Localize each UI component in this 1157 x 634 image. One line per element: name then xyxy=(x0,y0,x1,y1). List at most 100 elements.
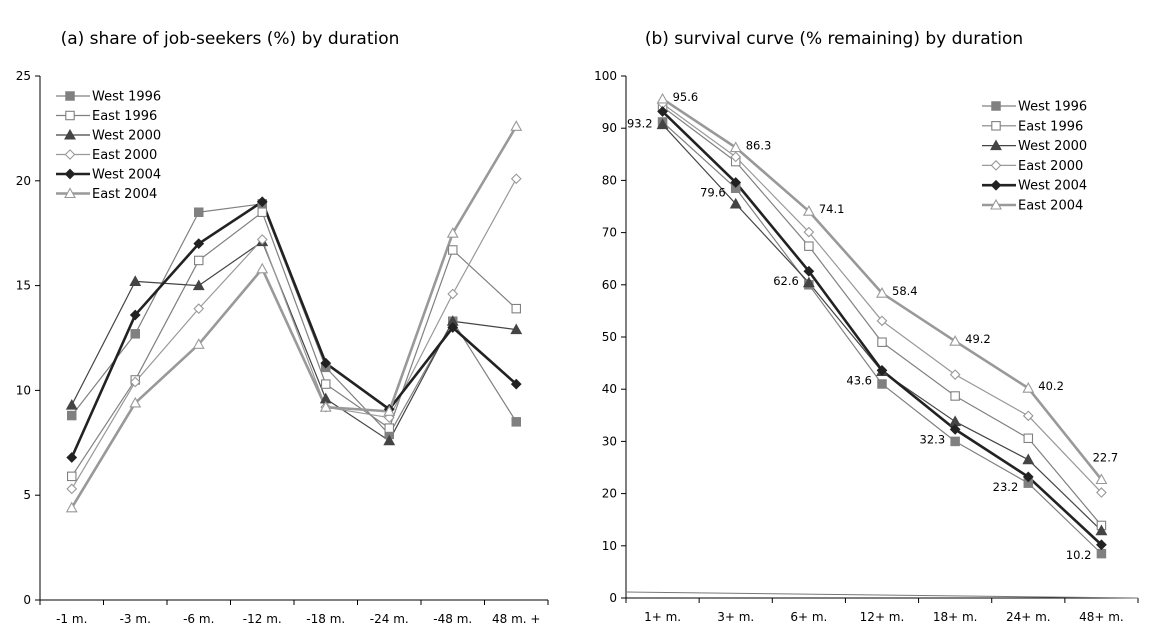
chart-b-survival-curve: (b) survival curve (% remaining) by dura… xyxy=(594,29,1139,624)
chart-b-legend-label: West 2000 xyxy=(1018,139,1087,154)
chart-b-x-tick-label: 12+ m. xyxy=(860,610,905,624)
chart-b-x-tick-label: 48+ m. xyxy=(1079,610,1124,624)
chart-a-point-east-2000 xyxy=(66,483,78,495)
chart-a-legend: West 1996 East 1996 West 2000 East 2000 West… xyxy=(56,90,161,202)
chart-a-legend-marker xyxy=(65,110,75,121)
chart-b-point-east-2004 xyxy=(729,141,742,153)
chart-a-point-west-2004 xyxy=(320,357,332,369)
chart-b-point-west-2000 xyxy=(1095,524,1108,536)
chart-b-legend-label: West 2004 xyxy=(1018,179,1087,194)
chart-b-data-label: 79.6 xyxy=(700,185,726,199)
chart-b-data-label: 93.2 xyxy=(627,116,653,130)
chart-b-point-west-2004 xyxy=(876,365,888,376)
chart-a-series-line-east-2004 xyxy=(70,125,518,509)
chart-a-legend-marker xyxy=(65,91,75,101)
chart-b-legend-label: East 2004 xyxy=(1018,199,1083,214)
chart-b-y-tick-label: 10 xyxy=(602,539,617,553)
chart-b-point-east-2000 xyxy=(949,369,961,380)
chart-b-point-west-2004 xyxy=(730,177,742,188)
chart-b-point-east-2000 xyxy=(876,315,888,327)
chart-a-point-east-2000 xyxy=(256,234,268,245)
chart-a-point-west-2004 xyxy=(510,378,522,390)
chart-a-x-tick-label: -1 m. xyxy=(56,612,87,626)
chart-b-point-west-2004 xyxy=(1096,539,1107,551)
chart-b-x-tick-label: 1+ m. xyxy=(644,610,681,624)
chart-b-point-east-1996 xyxy=(877,337,887,347)
chart-a-legend-label: West 1996 xyxy=(92,90,161,105)
chart-b-point-west-2000 xyxy=(729,197,742,209)
chart-b-title: (b) survival curve (% remaining) by dura… xyxy=(645,29,1023,49)
chart-a-point-west-2004 xyxy=(193,238,205,250)
chart-a-point-east-2004 xyxy=(129,396,142,408)
chart-b-legend-label: East 2000 xyxy=(1018,159,1083,174)
chart-b-data-label: 95.6 xyxy=(673,90,699,104)
chart-b-y-tick-label: 90 xyxy=(602,121,617,135)
chart-b-point-east-2004 xyxy=(656,92,669,104)
chart-b-legend-label: East 1996 xyxy=(1018,119,1083,134)
chart-b-legend-marker xyxy=(990,139,1002,151)
chart-a-y-tick-label: 10 xyxy=(16,383,31,397)
chart-a-point-east-1996 xyxy=(67,471,77,482)
chart-b-point-west-2004 xyxy=(657,106,668,117)
chart-b-x-tick-label: 18+ m. xyxy=(933,610,978,624)
chart-b-point-west-2000 xyxy=(656,118,669,130)
chart-a-point-west-2000 xyxy=(192,279,205,291)
chart-a-series-line-east-1996 xyxy=(71,211,517,477)
chart-a-point-east-2000 xyxy=(129,376,141,388)
chart-a-x-tick-label: 48 m. + xyxy=(492,612,540,626)
chart-b-x-tick-label: 24+ m. xyxy=(1006,610,1051,624)
chart-a-point-east-1996 xyxy=(384,423,394,433)
chart-b-data-label: 40.2 xyxy=(1038,379,1064,393)
chart-b-y-tick-label: 0 xyxy=(609,591,617,605)
chart-b-data-label: 10.2 xyxy=(1066,548,1092,562)
chart-a-x-tick-label: -3 m. xyxy=(120,612,151,626)
chart-b-x-tick-label: 6+ m. xyxy=(790,610,827,624)
chart-a-legend-marker xyxy=(64,149,76,160)
chart-b-y-tick-label: 20 xyxy=(602,487,617,501)
chart-b-legend-marker xyxy=(990,179,1002,191)
chart-b-point-east-1996 xyxy=(1023,433,1034,444)
chart-a-x-tick-label: -18 m. xyxy=(306,612,345,626)
chart-a-point-east-1996 xyxy=(257,207,267,217)
chart-b-point-west-1996 xyxy=(1096,548,1107,559)
chart-a-point-west-2000 xyxy=(510,323,523,335)
chart-a-y-tick-label: 25 xyxy=(16,69,31,83)
chart-b-point-west-2004 xyxy=(1022,471,1034,483)
chart-a-x-tick-label: -48 m. xyxy=(433,612,472,626)
chart-a-x-tick-label: -6 m. xyxy=(183,612,214,626)
chart-a-y-tick-label: 20 xyxy=(16,174,31,188)
chart-a-point-west-2000 xyxy=(383,434,396,446)
chart-a-point-east-2004 xyxy=(383,405,396,416)
chart-b-point-east-2004 xyxy=(949,335,962,346)
chart-b-point-east-2000 xyxy=(803,226,815,238)
chart-a-point-east-2000 xyxy=(447,288,459,300)
chart-a-legend-marker xyxy=(64,128,76,140)
chart-a-point-east-2004 xyxy=(65,501,78,513)
chart-a-series-line-east-2000 xyxy=(71,178,517,490)
chart-a-legend-marker xyxy=(64,168,76,180)
chart-a-point-east-2000 xyxy=(510,173,522,185)
chart-b-y-tick-label: 70 xyxy=(602,226,617,240)
chart-a-legend-label: West 2004 xyxy=(92,168,161,183)
chart-b-y-tick-label: 50 xyxy=(602,330,617,344)
chart-b-point-west-1996 xyxy=(950,436,960,447)
chart-a-point-east-2004 xyxy=(510,120,523,131)
chart-b-point-east-2000 xyxy=(1022,410,1034,422)
chart-a-y-tick-label: 15 xyxy=(16,279,31,293)
chart-a-title: (a) share of job-seekers (%) by duration xyxy=(61,29,400,49)
chart-b-point-east-2004 xyxy=(876,287,888,298)
chart-b-legend: West 1996 East 1996 West 2000 East 2000 West… xyxy=(982,100,1087,214)
chart-a-point-west-1996 xyxy=(194,207,204,217)
chart-b-legend-marker xyxy=(990,198,1002,210)
chart-a-point-west-2000 xyxy=(129,275,142,286)
chart-a-legend-label: East 2004 xyxy=(92,187,157,202)
chart-a-point-east-1996 xyxy=(320,379,331,389)
chart-b-point-east-2004 xyxy=(802,205,815,216)
chart-a-point-west-2004 xyxy=(256,196,268,208)
chart-b-point-west-2000 xyxy=(802,276,815,288)
chart-a-point-west-2004 xyxy=(66,452,78,463)
chart-b-point-west-1996 xyxy=(877,379,887,389)
chart-b-legend-marker xyxy=(991,101,1001,111)
chart-a-point-west-1996 xyxy=(67,410,77,421)
chart-b-point-west-2004 xyxy=(803,265,815,277)
